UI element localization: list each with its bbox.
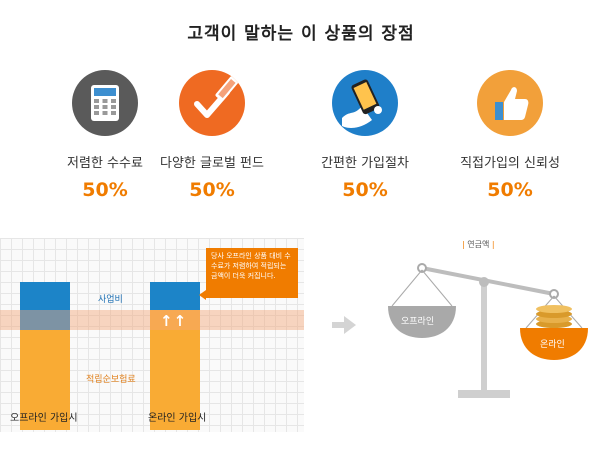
feature-label: 다양한 글로벌 펀드	[160, 156, 264, 171]
feature-label: 저렴한 수수료	[67, 156, 143, 171]
offline-pan	[388, 306, 456, 338]
offline-business-cost-bar	[20, 282, 70, 330]
feature-percent: 50%	[342, 179, 388, 201]
feature-label: 직접가입의 신뢰성	[460, 156, 560, 171]
feature-percent: 50%	[487, 179, 533, 201]
offline-savings-bar	[20, 330, 70, 430]
difference-band	[0, 310, 304, 330]
arrow-right-icon	[332, 316, 356, 334]
feature-circle	[477, 70, 543, 136]
calculator-icon	[91, 85, 119, 121]
balance-scale	[388, 263, 588, 398]
scale-title: | 연금액 |	[462, 240, 495, 249]
scale-title-text: 연금액	[467, 240, 490, 249]
page-title: 고객이 말하는 이 상품의 장점	[187, 24, 415, 44]
feature-global-funds: 다양한 글로벌 펀드 50%	[142, 70, 282, 201]
feature-circle	[72, 70, 138, 136]
feature-percent: 50%	[82, 179, 128, 201]
online-pan-label: 온라인	[540, 340, 565, 350]
feature-percent: 50%	[189, 179, 235, 201]
callout-box: 당사 오프라인 상품 대비 수수료가 저렴하여 적립되는 금액이 더욱 커집니다…	[199, 248, 298, 300]
checkmark-icon	[194, 76, 239, 118]
online-business-cost-bar	[150, 282, 200, 310]
feature-direct-trust: 직접가입의 신뢰성 50%	[440, 70, 580, 201]
offline-bar-label: 오프라인 가입시	[10, 413, 78, 424]
coin-stack-icon	[536, 305, 572, 328]
online-bar-label: 온라인 가입시	[148, 413, 207, 424]
feature-label: 간편한 가입절차	[321, 156, 409, 171]
up-arrows: ↑↑	[160, 312, 188, 330]
online-pan	[520, 328, 588, 360]
phone-hand-icon	[342, 79, 382, 128]
feature-circle	[332, 70, 398, 136]
feature-circle	[179, 70, 245, 136]
business-cost-label: 사업비	[98, 295, 123, 305]
online-savings-bar	[150, 310, 200, 430]
thumbs-up-icon	[495, 87, 529, 120]
savings-premium-label: 적립순보험료	[86, 375, 136, 385]
feature-easy-signup: 간편한 가입절차 50%	[295, 70, 435, 201]
feature-low-fee: 저렴한 수수료 50%	[35, 70, 175, 201]
offline-pan-label: 오프라인	[401, 317, 435, 327]
